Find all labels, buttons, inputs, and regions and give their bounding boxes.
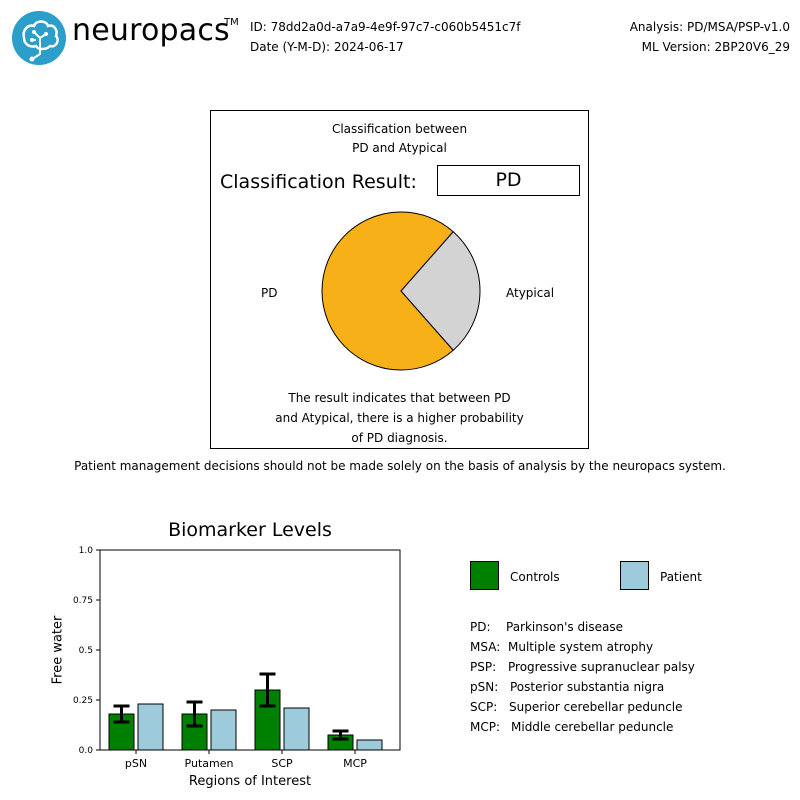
abbreviation-key: PD: bbox=[470, 620, 491, 634]
legend-label-patient: Patient bbox=[660, 570, 702, 584]
abbreviation-row: SCP: Superior cerebellar peduncle bbox=[470, 700, 683, 714]
y-tick-label: 0.5 bbox=[79, 646, 93, 656]
y-tick-label: 0.0 bbox=[79, 746, 94, 756]
bar-patient-scp bbox=[283, 707, 310, 751]
report-date: Date (Y-M-D): 2024-06-17 bbox=[250, 40, 404, 54]
abbreviation-row: pSN: Posterior substantia nigra bbox=[470, 680, 664, 694]
abbreviation-definition: Progressive supranuclear palsy bbox=[508, 660, 695, 674]
pie-slice-atypical bbox=[400, 231, 481, 351]
legend-swatch-patient bbox=[620, 561, 649, 590]
disclaimer-text: Patient management decisions should not … bbox=[74, 459, 726, 473]
y-tick-label: 0.75 bbox=[73, 596, 93, 606]
abbreviation-key: PSP: bbox=[470, 660, 497, 674]
classification-title: Classification between PD and Atypical bbox=[331, 122, 468, 155]
abbreviation-key: MSA: bbox=[470, 640, 501, 654]
biomarker-y-axis-label: Free water bbox=[50, 615, 66, 685]
x-tick-label-mcp: MCP bbox=[343, 757, 367, 770]
abbreviation-definition: Posterior substantia nigra bbox=[510, 680, 665, 694]
x-tick-label-scp: SCP bbox=[271, 757, 293, 770]
biomarker-x-axis-label: Regions of Interest bbox=[188, 774, 312, 789]
pie-label-atypical: Atypical bbox=[506, 286, 555, 300]
abbreviation-definition: Superior cerebellar peduncle bbox=[509, 700, 683, 714]
classification-panel: Classification between PD and Atypical C… bbox=[210, 110, 589, 449]
classification-result-value: PD bbox=[437, 165, 580, 196]
abbreviation-key: pSN: bbox=[470, 680, 499, 694]
analysis-version: Analysis: PD/MSA/PSP-v1.0 bbox=[629, 20, 790, 34]
bar-patient-putamen bbox=[210, 709, 237, 751]
pie-slice-pd bbox=[321, 211, 454, 371]
brain-circuit-icon bbox=[12, 11, 66, 65]
x-tick-label-putamen: Putamen bbox=[185, 757, 234, 770]
logo bbox=[10, 8, 240, 68]
classification-description: The result indicates that between PD and… bbox=[275, 391, 524, 445]
classification-result-label: Classification Result: bbox=[220, 171, 417, 193]
x-tick-label-psn: pSN bbox=[125, 757, 147, 770]
abbreviation-row: PD: Parkinson's disease bbox=[470, 620, 623, 634]
abbreviation-key: MCP: bbox=[470, 720, 501, 734]
ml-version: ML Version: 2BP20V6_29 bbox=[641, 40, 790, 54]
biomarker-bar-chart: pSN Putamen SCP MCP 0.0 0.25 0.5 0.75 1.0 bbox=[73, 546, 401, 770]
abbreviation-row: MCP: Middle cerebellar peduncle bbox=[470, 720, 673, 734]
brand-name: neuropacs bbox=[72, 13, 230, 48]
abbreviation-definition: Parkinson's disease bbox=[506, 620, 624, 634]
abbreviation-row: MSA: Multiple system atrophy bbox=[470, 640, 653, 654]
abbreviation-definition: Middle cerebellar peduncle bbox=[511, 720, 674, 734]
bar-patient-mcp bbox=[356, 739, 383, 751]
classification-pie-chart bbox=[321, 211, 481, 371]
legend-label-controls: Controls bbox=[510, 570, 560, 584]
abbreviation-key: SCP: bbox=[470, 700, 498, 714]
patient-id: ID: 78dd2a0d-a7a9-4e9f-97c7-c060b5451c7f bbox=[250, 20, 521, 34]
abbreviation-definition: Multiple system atrophy bbox=[508, 640, 654, 654]
trademark-mark: TM bbox=[224, 17, 239, 28]
y-tick-label: 0.25 bbox=[73, 696, 93, 706]
y-tick-label: 1.0 bbox=[79, 546, 94, 556]
legend-swatch-controls bbox=[470, 561, 499, 590]
bar-patient-psn bbox=[137, 703, 164, 751]
biomarker-chart-title: Biomarker Levels bbox=[168, 519, 332, 541]
pie-label-pd: PD bbox=[261, 286, 278, 300]
abbreviation-row: PSP: Progressive supranuclear palsy bbox=[470, 660, 695, 674]
